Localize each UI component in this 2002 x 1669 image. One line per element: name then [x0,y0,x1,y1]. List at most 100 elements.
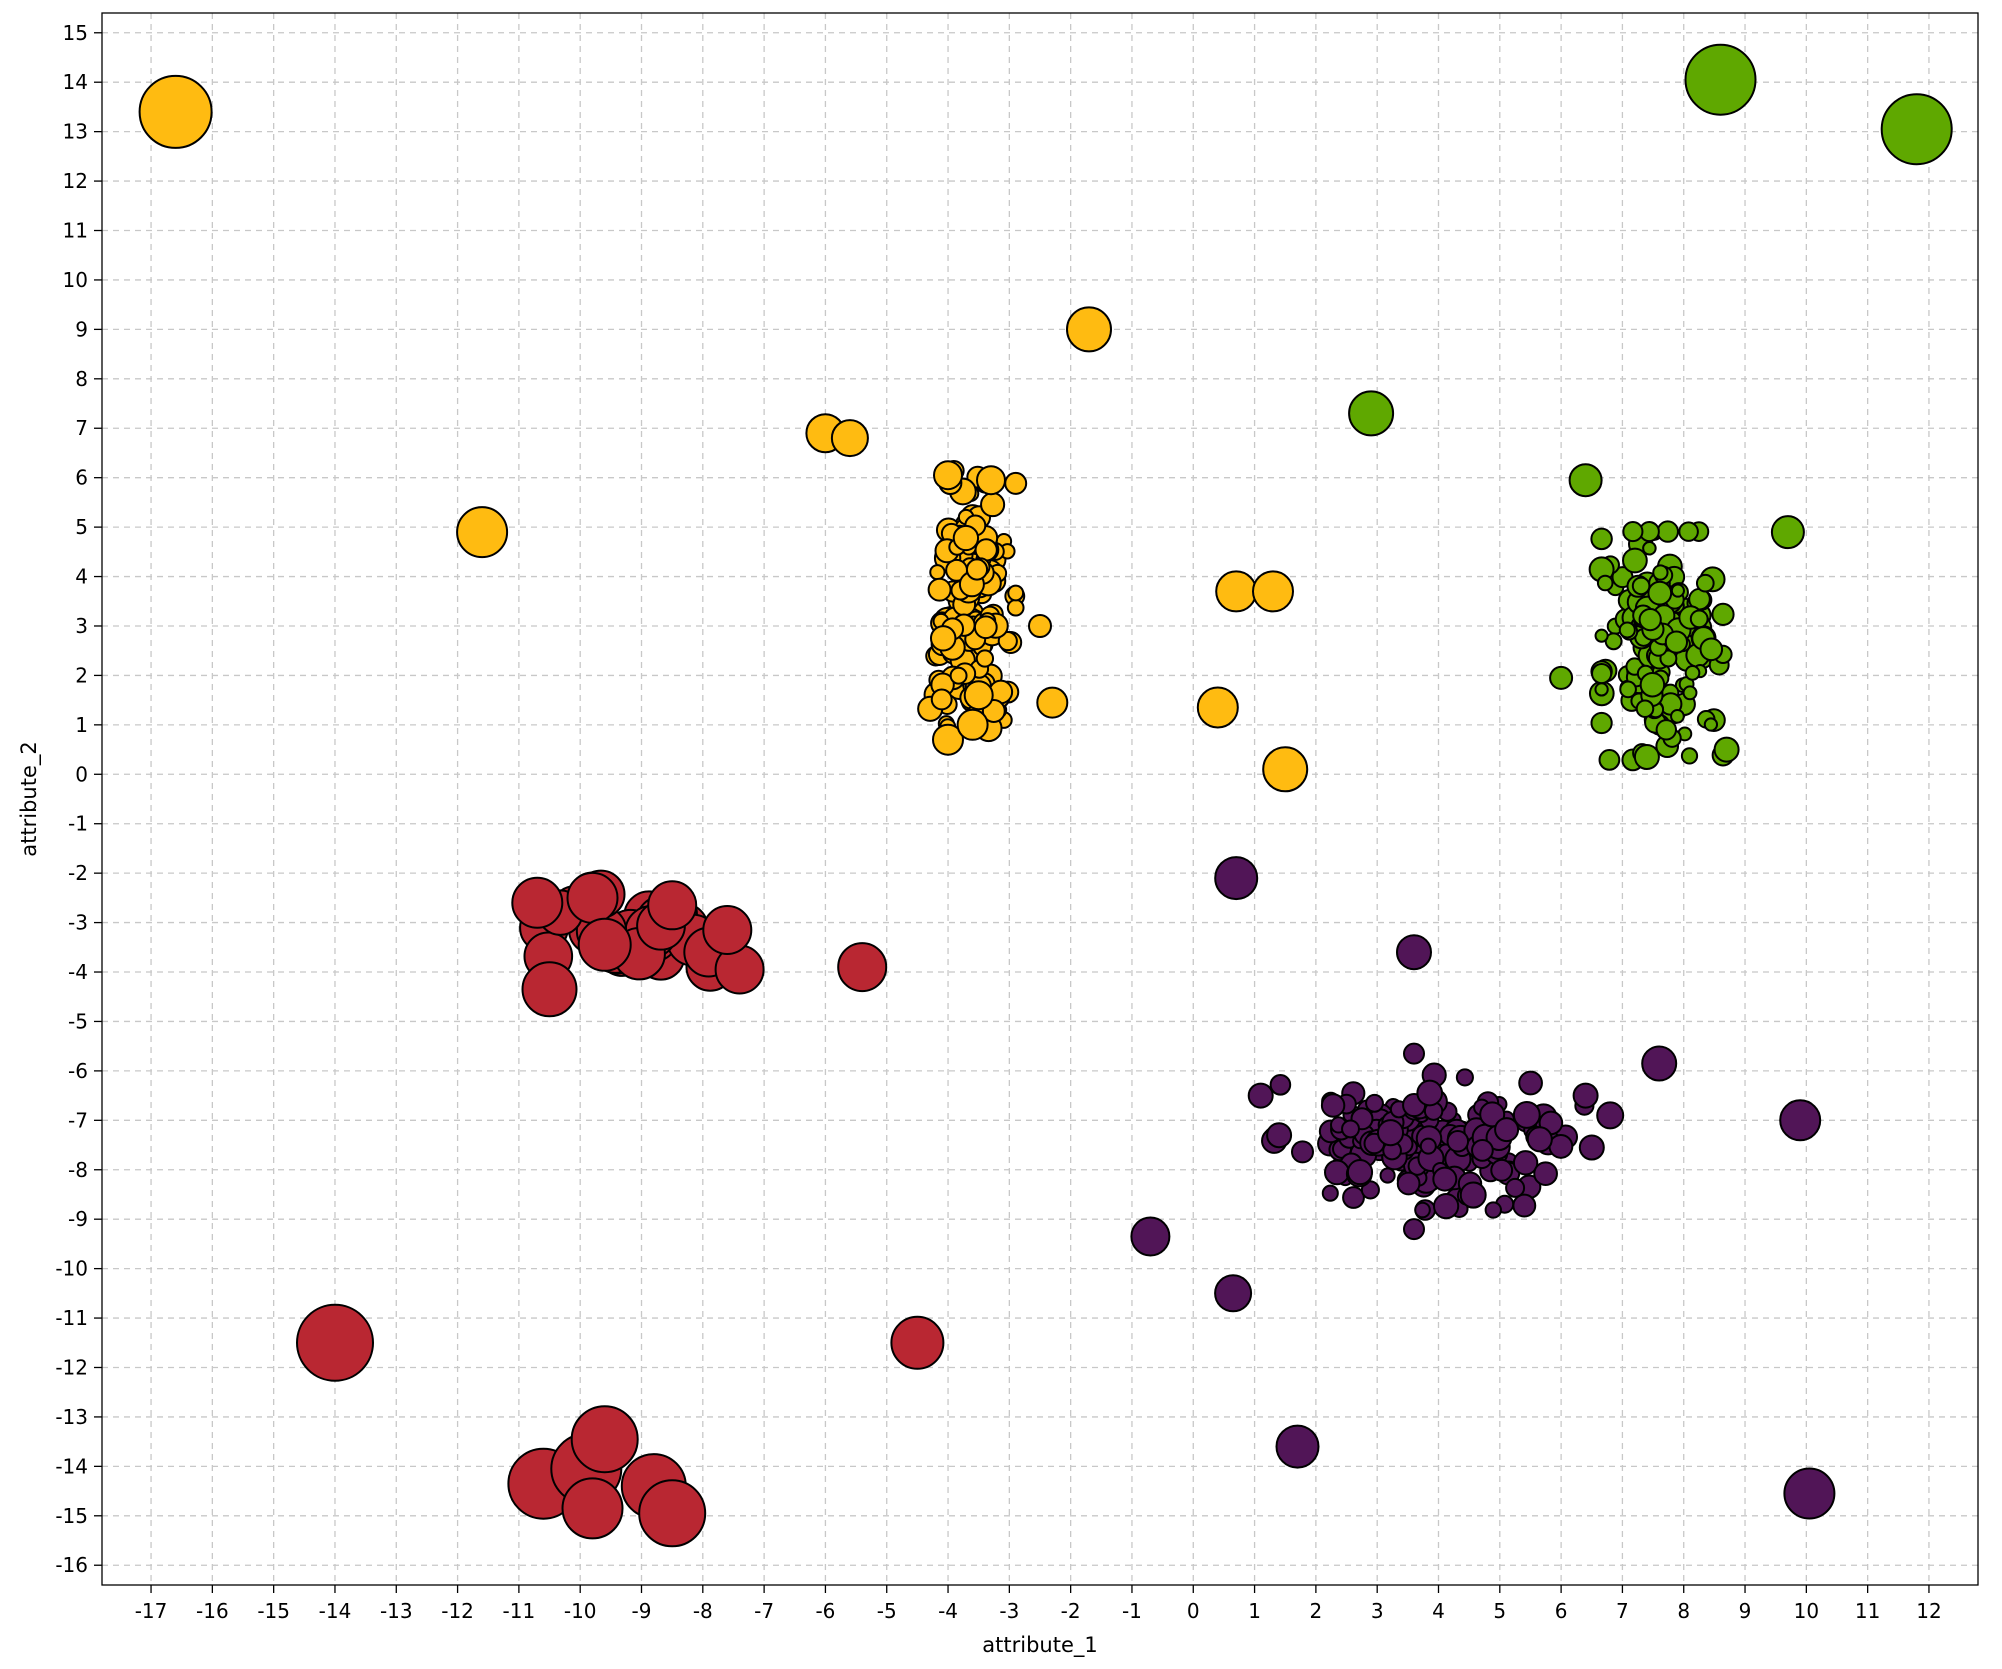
scatter-point [837,942,888,993]
scatter-point [1533,1161,1558,1187]
scatter-point [1432,1166,1458,1192]
scatter-point [1783,1467,1836,1520]
x-tick-label: -13 [380,1599,413,1623]
scatter-point [511,876,564,929]
scatter-point [1414,1201,1431,1219]
scatter-point [1656,520,1679,543]
plot-frame [101,12,1979,1586]
scatter-point [1590,527,1613,551]
scatter-point [1512,1193,1537,1218]
scatter-point [1670,583,1685,598]
scatter-point [1262,746,1309,793]
y-tick-label: 2 [75,663,88,687]
scatter-point [138,74,213,149]
x-tick-label: 12 [1916,1599,1941,1623]
x-tick-label: -15 [257,1599,290,1623]
y-tick-label: -14 [55,1454,88,1478]
scatter-point [1578,1134,1605,1161]
x-tick-label: -4 [938,1599,958,1623]
scatter-point [1713,736,1740,763]
scatter-point [1678,521,1699,542]
y-tick-label: -7 [68,1108,88,1132]
scatter-point [1505,1177,1526,1198]
x-tick-label: 10 [1794,1599,1819,1623]
x-tick-label: 7 [1616,1599,1629,1623]
scatter-point [1006,598,1025,617]
scatter-point [1490,1158,1514,1182]
y-tick-label: -12 [55,1355,88,1379]
scatter-point [890,1315,945,1370]
ticks-layer: -17 -16 -15 -14 -13 -12 -11 -10 -9 -8 -7 -6 -5 -4 -3 -2… [55,21,1941,1623]
scatter-point [1455,1068,1474,1087]
scatter-point [1403,1042,1425,1065]
scatter-point [1711,602,1735,626]
scatter-point [1638,607,1662,632]
scatter-point [1379,1167,1396,1184]
scatter-point [929,564,946,581]
scatter-point [1518,1070,1543,1096]
y-tick-label: -6 [68,1059,88,1083]
scatter-point [1004,471,1028,495]
scatter-point [296,1303,374,1382]
scatter-point [929,625,957,652]
y-tick-label: 15 [63,21,88,45]
scatter-point [1066,306,1112,353]
scatter-point [1459,1181,1487,1209]
scatter-point [976,465,1006,496]
y-tick-label: -11 [55,1306,88,1330]
scatter-point [1214,856,1259,901]
x-tick-label: -1 [1122,1599,1142,1623]
scatter-point [1252,570,1294,613]
scatter-point [702,905,753,955]
scatter-point [1622,521,1644,543]
scatter-point [980,492,1006,518]
x-tick-label: -8 [693,1599,713,1623]
scatter-point [1642,541,1657,556]
scatter-point [1512,1150,1539,1176]
scatter-point [1680,747,1699,765]
y-tick-label: -15 [55,1504,88,1528]
y-tick-label: 5 [75,515,88,539]
y-tick-label: 11 [63,219,88,243]
x-tick-label: -11 [503,1599,536,1623]
scatter-point [933,460,963,491]
x-axis-label: attribute_1 [982,1633,1097,1658]
scatter-point [1594,628,1609,643]
y-tick-label: 6 [75,466,88,490]
scatter-point [1403,1218,1425,1241]
scatter-point [1196,686,1239,729]
scatter-point [1130,1216,1171,1257]
scatter-point [1266,1122,1293,1149]
y-tick-label: 8 [75,367,88,391]
scatter-point [1342,1186,1365,1209]
scatter-point [561,1477,624,1540]
scatter-point [949,666,968,685]
scatter-point [1591,663,1613,685]
scatter-point [973,615,998,640]
scatter-point [1639,671,1666,698]
scatter-point [997,631,1018,652]
y-tick-label: 14 [63,70,88,94]
scatter-point [1652,564,1669,581]
y-tick-label: 12 [63,169,88,193]
x-tick-label: -7 [754,1599,774,1623]
scatter-point [1684,43,1757,116]
y-tick-label: 0 [75,762,88,786]
scatter-point [1526,1126,1553,1153]
scatter-point [1596,1101,1625,1130]
x-tick-label: 11 [1855,1599,1880,1623]
scatter-point [1880,93,1953,166]
scatter-point [1290,1140,1315,1164]
scatter-point [1635,699,1655,718]
y-tick-label: 13 [63,120,88,144]
x-tick-label: -6 [815,1599,835,1623]
scatter-point [1321,1184,1339,1202]
scatter-point [1664,630,1689,654]
y-tick-label: -13 [55,1405,88,1429]
scatter-point [927,577,952,602]
scatter-point [1269,1073,1292,1096]
x-tick-label: 9 [1739,1599,1752,1623]
scatter-point [570,1405,639,1474]
